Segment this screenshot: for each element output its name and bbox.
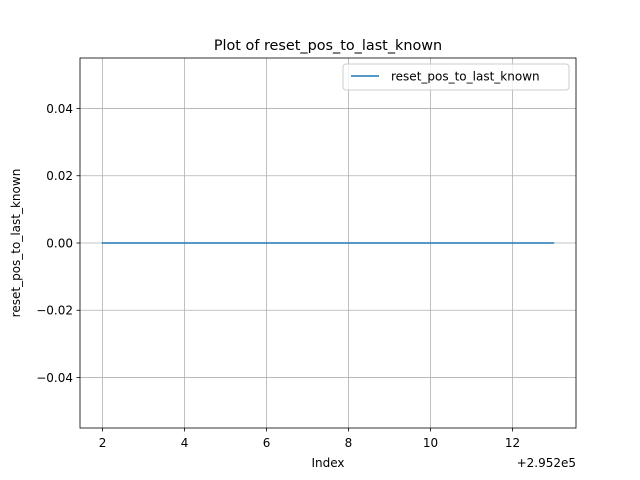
y-axis: −0.04 −0.02 0.00 0.02 0.04: [36, 102, 80, 385]
legend-box: [342, 63, 570, 91]
y-axis-label: reset_pos_to_last_known: [9, 169, 23, 318]
y-tick-label: −0.02: [36, 304, 73, 318]
y-tick-label: 0.02: [46, 169, 73, 183]
x-axis-label: Index: [311, 456, 344, 470]
y-tick-label: −0.04: [36, 371, 73, 385]
legend-label: reset_pos_to_last_known: [391, 70, 540, 84]
x-tick-label: 6: [263, 436, 271, 450]
legend: reset_pos_to_last_known: [342, 63, 570, 91]
x-tick-label: 2: [99, 436, 107, 450]
x-offset-text: +2.952e5: [517, 456, 576, 470]
y-tick-label: 0.04: [46, 102, 73, 116]
y-tick-label: 0.00: [46, 236, 73, 250]
x-tick-label: 12: [505, 436, 520, 450]
x-axis: 2 4 6 8 10 12: [99, 428, 520, 450]
x-tick-label: 4: [181, 436, 189, 450]
x-tick-label: 10: [423, 436, 438, 450]
x-tick-label: 8: [345, 436, 353, 450]
chart-title: Plot of reset_pos_to_last_known: [214, 38, 442, 54]
